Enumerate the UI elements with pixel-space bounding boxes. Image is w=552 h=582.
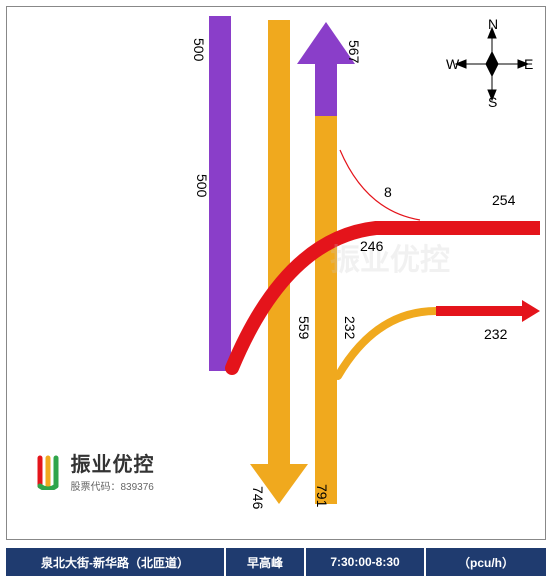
label-8: 8 — [384, 184, 392, 200]
footer-cell-1: 早高峰 — [226, 548, 306, 576]
compass: N E S W — [452, 24, 532, 104]
logo-title: 振业优控 — [70, 454, 154, 476]
footer-cell-0: 泉北大街-新华路（北匝道） — [6, 548, 226, 576]
label-567: 567 — [346, 40, 362, 63]
label-791: 791 — [314, 484, 330, 507]
logo-subtitle: 股票代码：839376 — [70, 482, 153, 493]
footer-bar: 泉北大街-新华路（北匝道）早高峰7:30:00-8:30（pcu/h） — [6, 548, 546, 576]
footer-cell-3: （pcu/h） — [426, 548, 546, 576]
label-232curve: 232 — [342, 316, 358, 339]
compass-s: S — [488, 94, 497, 110]
label-746: 746 — [250, 486, 266, 509]
compass-e: E — [524, 56, 533, 72]
label-559: 559 — [296, 316, 312, 339]
compass-w: W — [446, 56, 459, 72]
label-246: 246 — [360, 238, 383, 254]
label-232: 232 — [484, 326, 507, 342]
label-purple-in: 500 — [191, 38, 207, 61]
label-purple-mid: 500 — [194, 174, 210, 197]
footer-cell-2: 7:30:00-8:30 — [306, 548, 426, 576]
compass-n: N — [488, 16, 498, 32]
label-254: 254 — [492, 192, 515, 208]
brand-logo: 振业优控 股票代码：839376 — [30, 448, 154, 495]
